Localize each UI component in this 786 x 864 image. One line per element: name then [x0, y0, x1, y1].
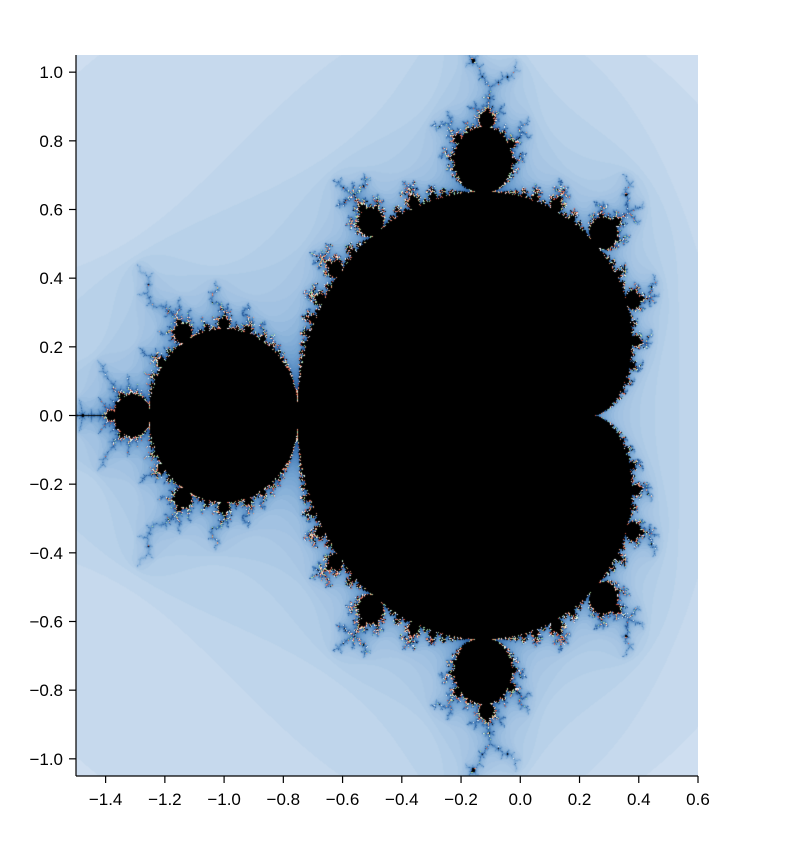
x-tick-label: 0.4 [627, 790, 651, 809]
x-tick-label: −0.2 [444, 790, 478, 809]
y-tick-label: 0.2 [39, 338, 63, 357]
x-tick-label: −0.8 [267, 790, 301, 809]
y-tick-label: 0.8 [39, 132, 63, 151]
y-tick-label: 0.6 [39, 201, 63, 220]
x-tick-label: 0.6 [686, 790, 710, 809]
y-tick-label: −1.0 [29, 750, 63, 769]
y-tick-label: 1.0 [39, 63, 63, 82]
plot-area [76, 55, 698, 776]
y-axis: 1.0 0.8 0.6 0.4 0.2 0.0 −0.2 −0.4 −0.6 −0.8 −1.0 [29, 55, 77, 776]
x-axis: −1.4 −1.2 −1.0 −0.8 −0.6 −0.4 −0.2 0.0 0.2 0.4 0.6 [76, 775, 710, 809]
x-tick-label: 0.2 [568, 790, 592, 809]
x-tick-label: −0.4 [385, 790, 419, 809]
y-tick-label: −0.4 [29, 544, 63, 563]
y-tick-label: −0.8 [29, 681, 63, 700]
x-tick-label: −1.2 [148, 790, 182, 809]
x-tick-label: 0.0 [508, 790, 532, 809]
y-tick-label: 0.0 [39, 407, 63, 426]
y-tick-label: −0.6 [29, 613, 63, 632]
y-tick-label: −0.2 [29, 475, 63, 494]
x-tick-label: −0.6 [326, 790, 360, 809]
x-tick-label: −1.0 [207, 790, 241, 809]
x-tick-label: −1.4 [89, 790, 123, 809]
mandelbrot-heatmap [76, 55, 698, 776]
y-tick-label: 0.4 [39, 269, 63, 288]
